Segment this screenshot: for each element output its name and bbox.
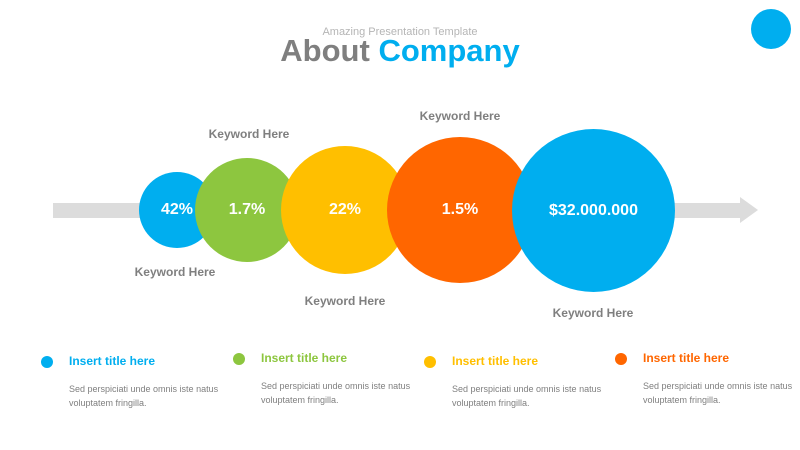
item-1-text: Sed perspiciati unde omnis iste natus vo…	[69, 384, 219, 408]
bubble-4: 1.5%	[387, 137, 533, 283]
title-part-about: About	[280, 33, 370, 68]
bubble-2: 1.7%	[195, 158, 299, 262]
item-1-bullet	[41, 356, 53, 368]
title-part-company: Company	[378, 33, 520, 68]
bubble-2-keyword: Keyword Here	[208, 127, 290, 141]
bubble-5-keyword: Keyword Here	[552, 306, 634, 320]
item-4-title: Insert title here	[643, 351, 730, 365]
item-3-bullet	[424, 356, 436, 368]
item-2-text: Sed perspiciati unde omnis iste natus vo…	[261, 381, 411, 405]
item-1-title: Insert title here	[69, 354, 156, 368]
bubble-3-keyword: Keyword Here	[304, 294, 386, 308]
timeline-arrow-head	[740, 197, 758, 223]
decorative-circle	[751, 9, 791, 49]
item-3-text: Sed perspiciati unde omnis iste natus vo…	[452, 384, 602, 408]
item-2-bullet	[233, 353, 245, 365]
item-4-text: Sed perspiciati unde omnis iste natus vo…	[643, 381, 793, 405]
bubble-1-keyword: Keyword Here	[134, 265, 216, 279]
item-2-title: Insert title here	[261, 351, 348, 365]
slide-subtitle: Amazing Presentation Template	[322, 26, 478, 38]
slide-title: About Company	[0, 33, 800, 69]
bubble-5: $32.000.000	[512, 129, 675, 292]
bubble-4-keyword: Keyword Here	[419, 109, 501, 123]
item-4-bullet	[615, 353, 627, 365]
item-3-title: Insert title here	[452, 354, 539, 368]
